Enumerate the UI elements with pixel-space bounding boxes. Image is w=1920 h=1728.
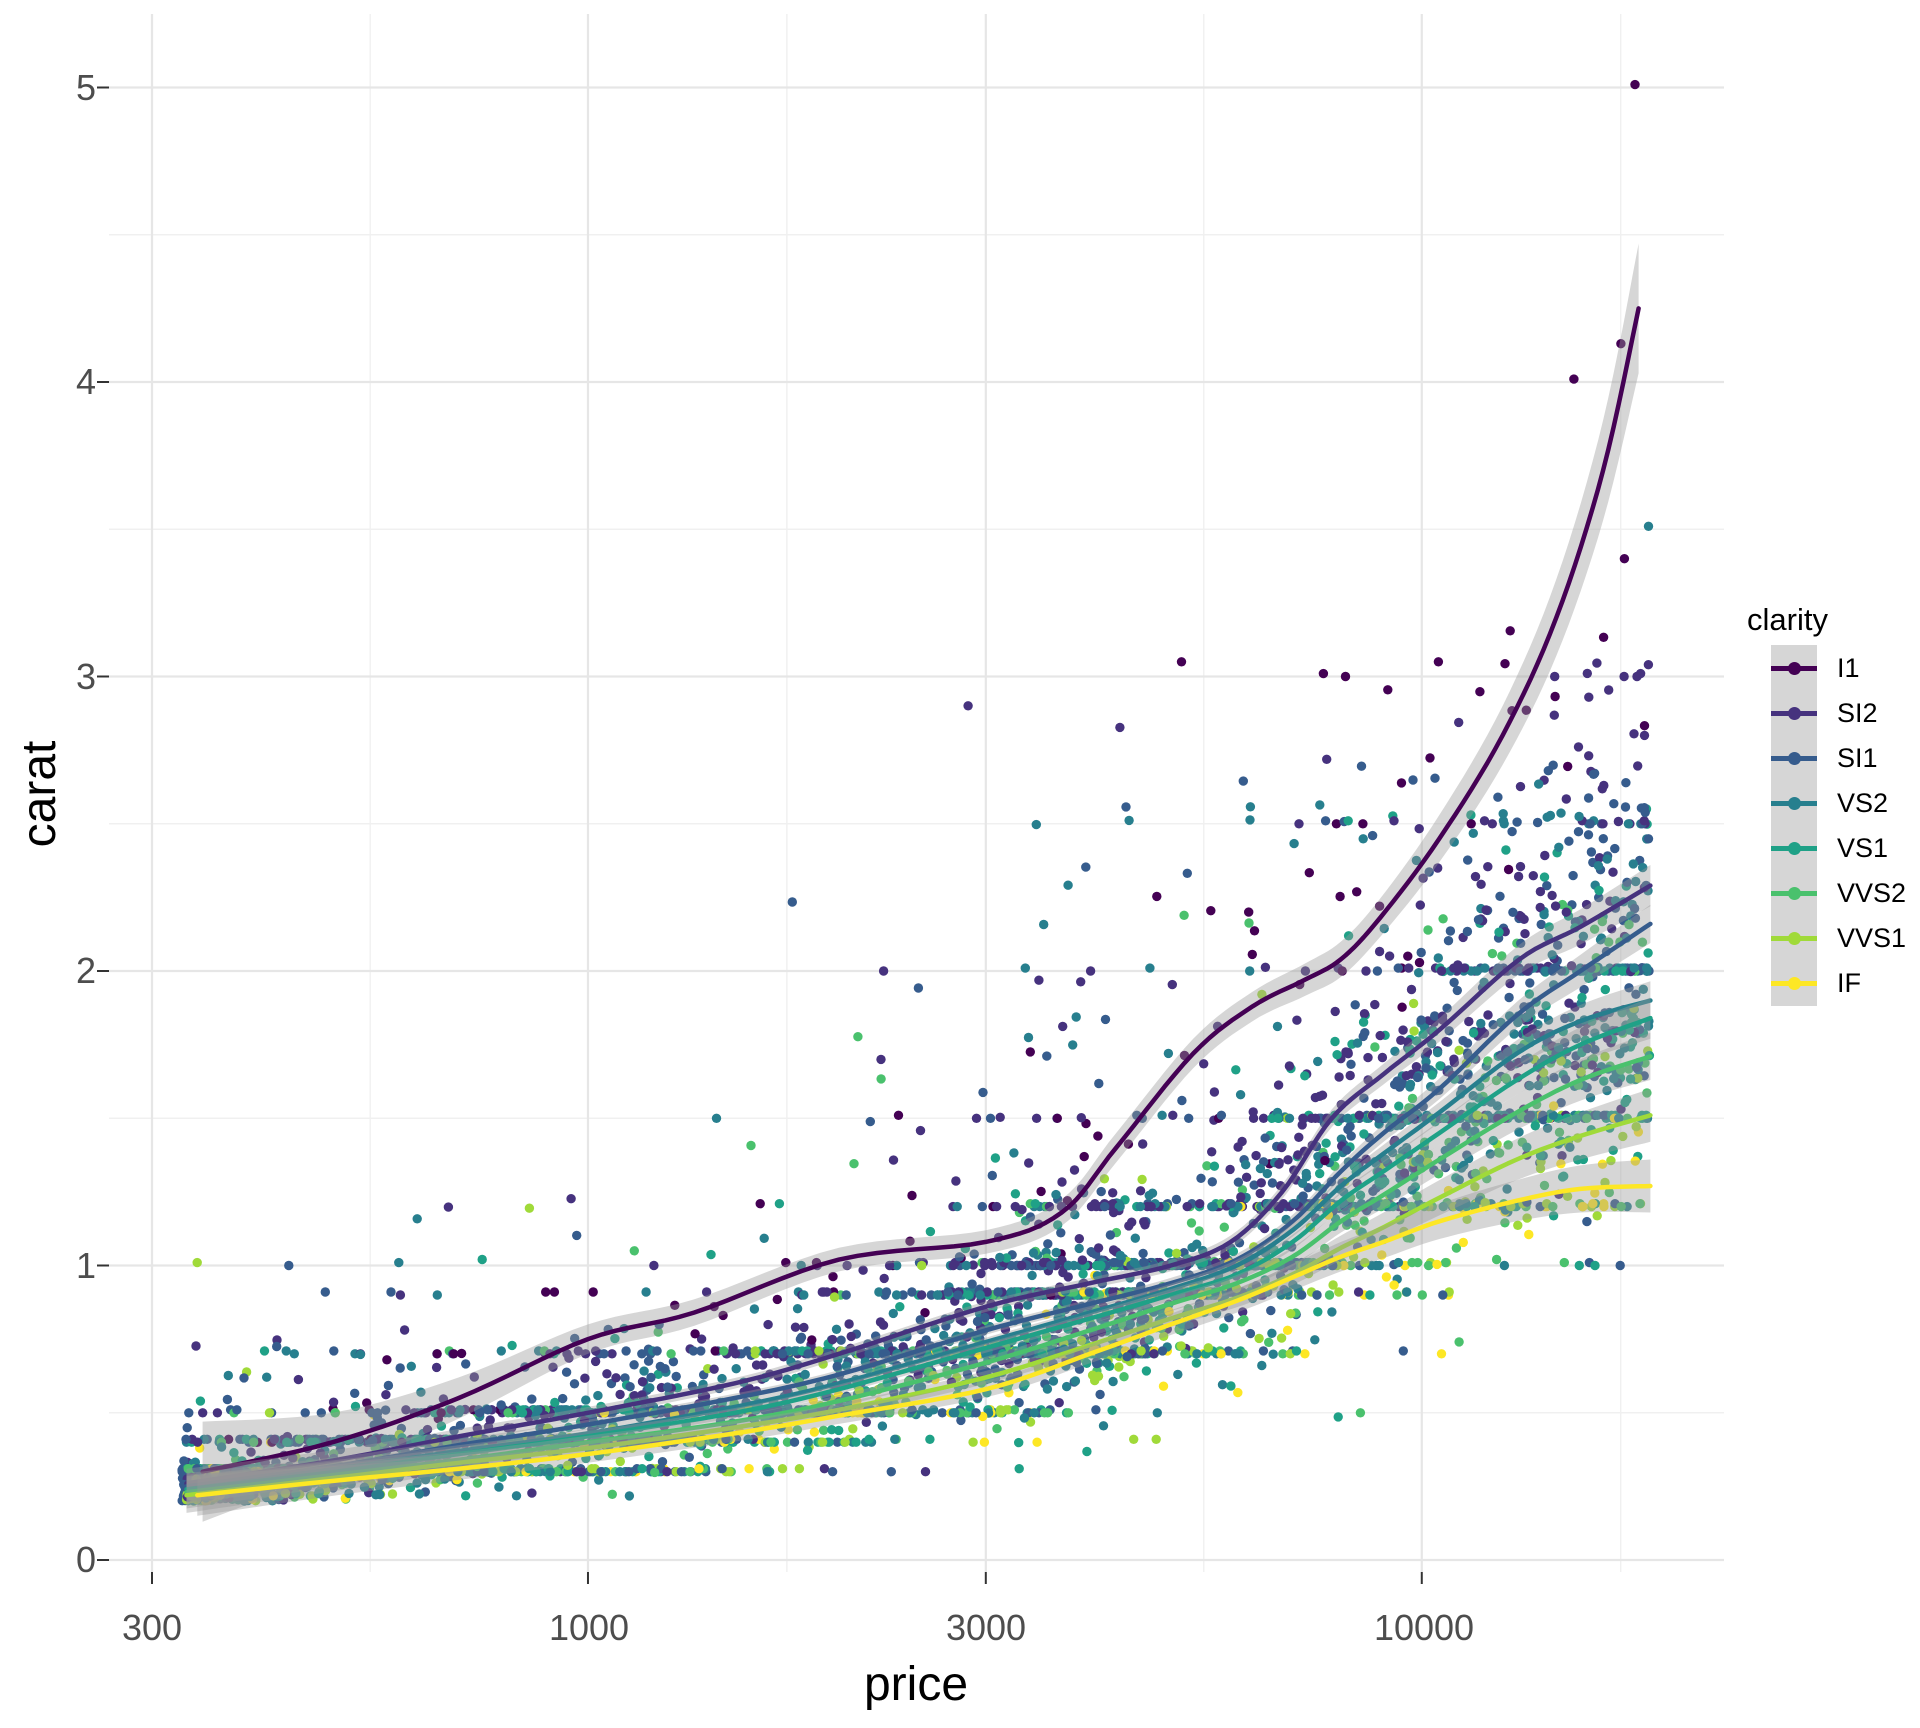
legend-key-dot-vs1 (1788, 842, 1801, 855)
x-tick-label-3000: 3000 (945, 1607, 1027, 1648)
legend-label-i1[interactable]: I1 (1837, 653, 1860, 683)
x-axis-title: price (863, 1658, 969, 1711)
legend-key-dot-if (1788, 977, 1801, 990)
y-tick-label-5: 5 (75, 67, 96, 108)
legend-label-vvs2[interactable]: VVS2 (1837, 878, 1907, 908)
legend-title: clarity (1747, 602, 1828, 637)
scatter-points-group (177, 79, 1655, 1506)
x-tick-label-10000: 10000 (1373, 1607, 1475, 1648)
legend-key-dot-i1 (1788, 662, 1801, 675)
legend-label-si2[interactable]: SI2 (1837, 698, 1878, 728)
y-tick-label-4: 4 (75, 361, 96, 402)
y-tick-label-3: 3 (75, 656, 96, 697)
legend-key-background (1771, 645, 1817, 1006)
y-tick-label-1: 1 (75, 1245, 96, 1286)
legend-key-dot-vvs1 (1788, 932, 1801, 945)
x-tick-label-1000: 1000 (548, 1607, 630, 1648)
y-tick-label-2: 2 (75, 950, 96, 991)
smooth-lines-group (184, 243, 1653, 1522)
legend-label-vvs1[interactable]: VVS1 (1837, 923, 1907, 953)
legend-key-dot-vvs2 (1788, 887, 1801, 900)
legend-key-dot-vs2 (1788, 797, 1801, 810)
y-tick-label-0: 0 (75, 1539, 96, 1580)
legend-label-if[interactable]: IF (1837, 968, 1861, 998)
legend-key-dot-si2 (1788, 707, 1801, 720)
y-axis-title: carat (13, 740, 66, 848)
legend-label-vs1[interactable]: VS1 (1837, 833, 1889, 863)
legend-label-si1[interactable]: SI1 (1837, 743, 1878, 773)
legend-label-vs2[interactable]: VS2 (1837, 788, 1889, 818)
x-tick-label-300: 300 (121, 1607, 183, 1648)
legend-key-dot-si1 (1788, 752, 1801, 765)
